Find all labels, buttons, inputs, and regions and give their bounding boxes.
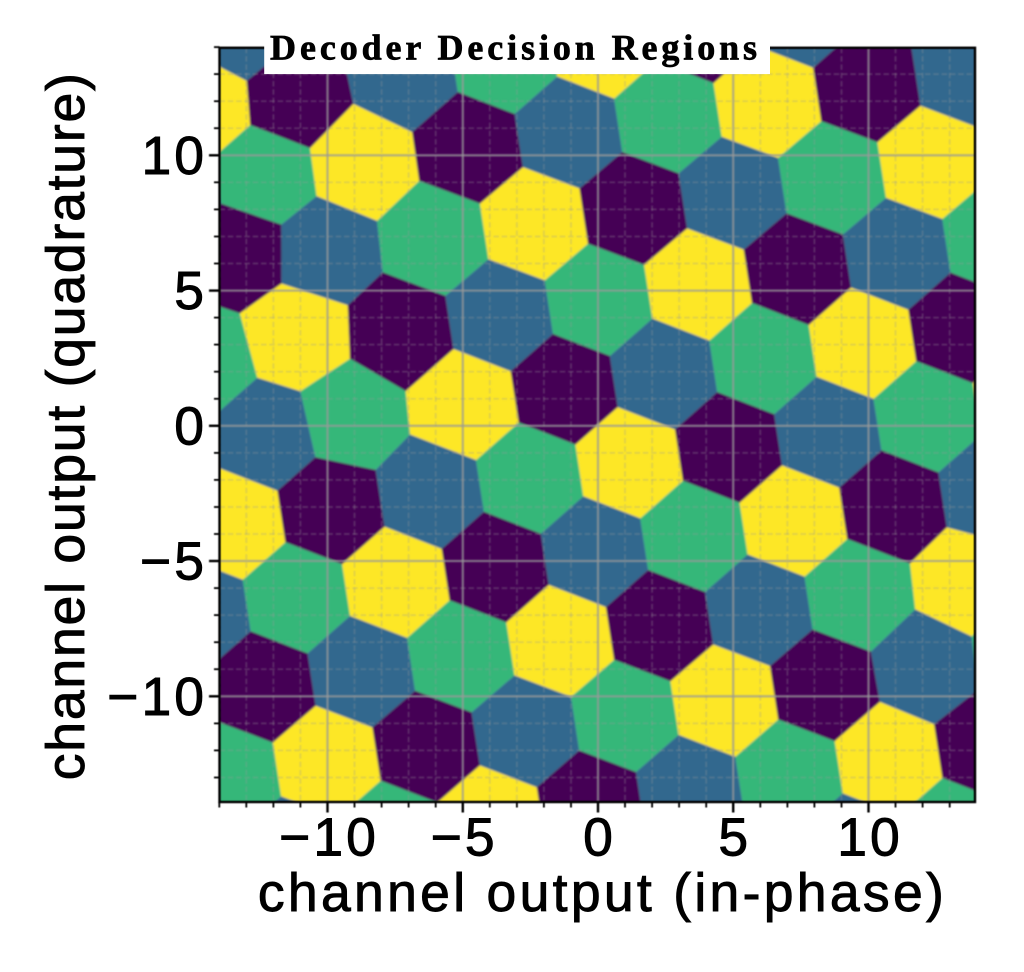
svg-text:−5: −5	[431, 809, 498, 868]
svg-text:channel output (quadrature): channel output (quadrature)	[37, 71, 96, 780]
svg-text:channel output (in-phase): channel output (in-phase)	[258, 864, 947, 923]
svg-text:−5: −5	[140, 533, 207, 592]
svg-text:−10: −10	[279, 809, 379, 868]
svg-text:10: 10	[141, 127, 207, 186]
svg-text:0: 0	[174, 397, 207, 456]
svg-text:−10: −10	[107, 668, 207, 727]
svg-text:10: 10	[837, 809, 903, 868]
svg-text:5: 5	[174, 262, 207, 321]
svg-text:0: 0	[583, 809, 616, 868]
svg-text:Decoder Decision Regions: Decoder Decision Regions	[270, 28, 761, 68]
svg-text:5: 5	[718, 809, 751, 868]
